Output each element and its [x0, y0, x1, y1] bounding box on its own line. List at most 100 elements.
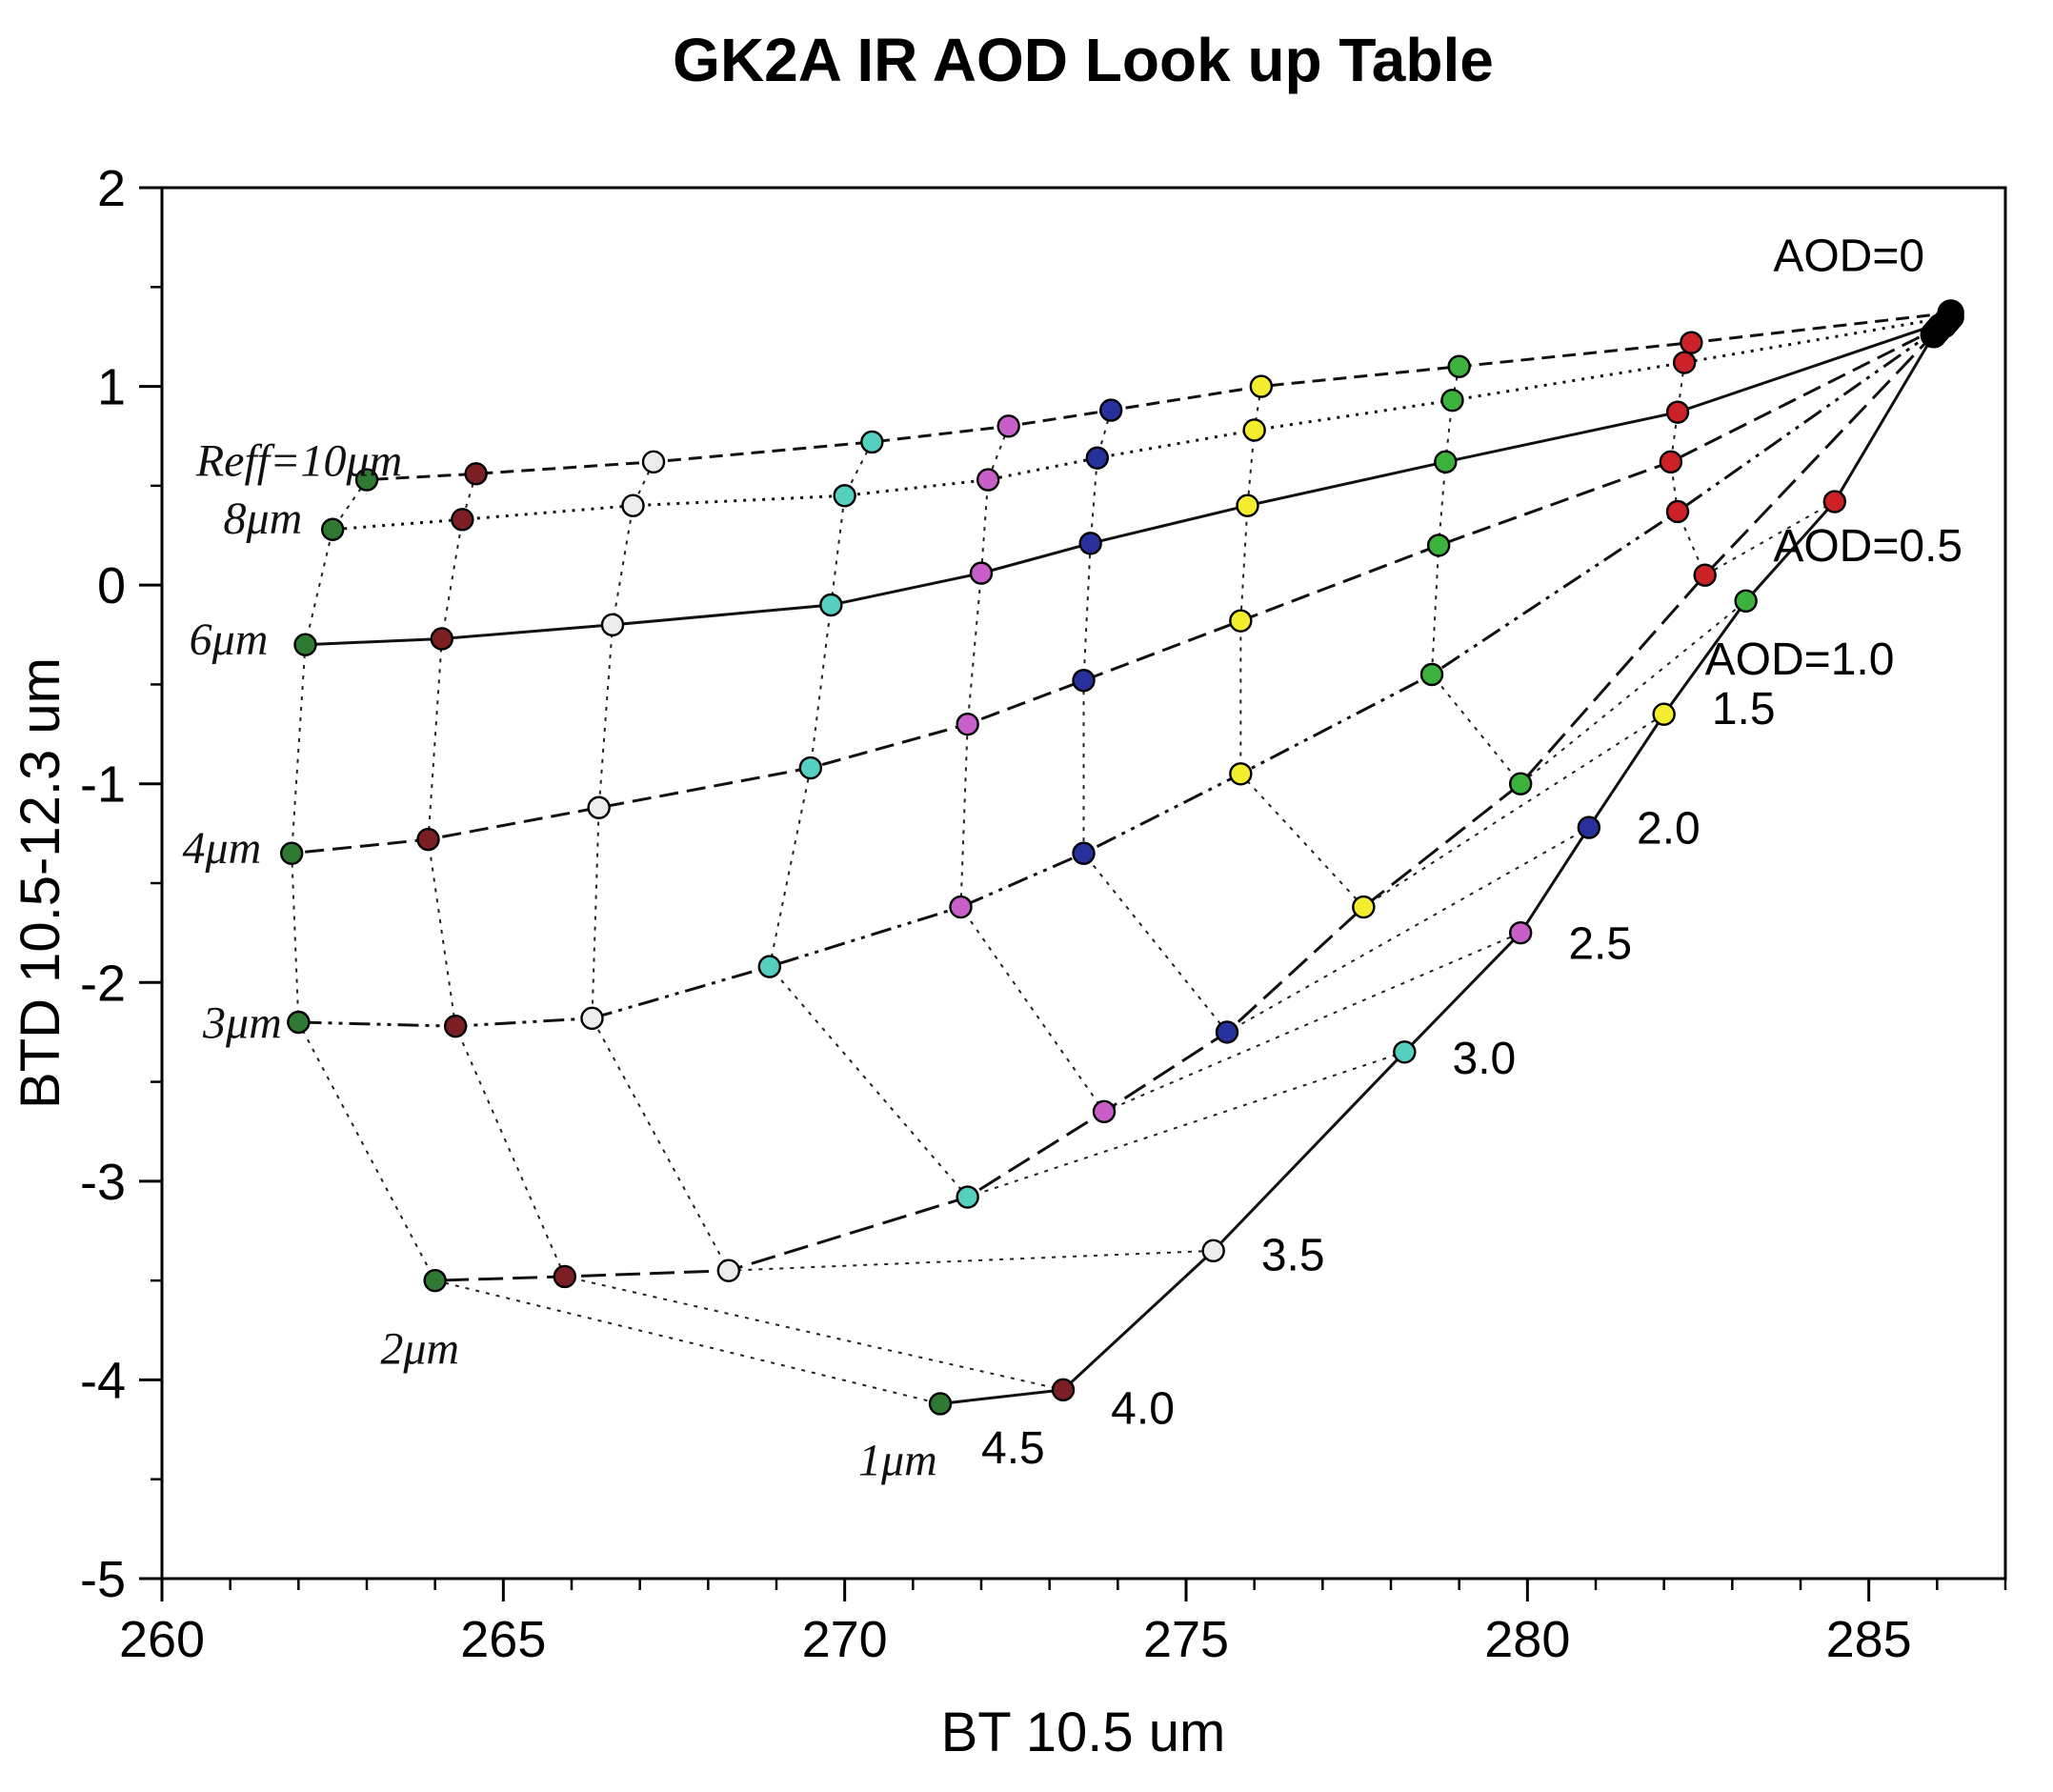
x-tick-label: 265	[460, 1611, 546, 1668]
data-point-reff-3-aod-3.5	[580, 1006, 604, 1031]
data-point-reff-6-aod-1	[1434, 450, 1458, 474]
data-point-reff-2-aod-2	[1215, 1020, 1239, 1044]
y-tick-label: -3	[80, 1154, 126, 1211]
reff-label-2-m: 2μm	[380, 1324, 459, 1375]
data-point-reff-1-aod-4	[1051, 1378, 1076, 1402]
data-point-reff-8-aod-4.5	[320, 517, 345, 541]
aod-label-2.5: 2.5	[1568, 918, 1632, 969]
data-point-reff-6-aod-3.5	[600, 613, 625, 637]
data-point-reff-2-aod-0.5	[1693, 563, 1717, 587]
data-point-reff-6-aod-4	[430, 627, 454, 651]
data-point-reff-2-aod-4	[553, 1264, 577, 1289]
data-point-reff-4-aod-3.5	[587, 795, 611, 819]
aod-label-4.5: 4.5	[981, 1423, 1045, 1474]
data-point-reff-4-aod-2	[1072, 669, 1096, 693]
data-point-reff-10-aod-0.5	[1680, 331, 1703, 354]
data-point-reff-3-aod-2.5	[949, 895, 973, 919]
data-point-reff-3-aod-2	[1072, 841, 1096, 865]
data-point-reff-4-aod-2.5	[956, 712, 979, 736]
x-tick-label: 280	[1484, 1611, 1570, 1668]
data-point-reff-10-aod-2.5	[996, 414, 1020, 438]
data-point-reff-3-aod-1.5	[1229, 762, 1253, 786]
data-point-reff-3-aod-4.5	[287, 1010, 311, 1035]
data-point-reff-4-aod-4	[416, 827, 440, 852]
data-point-reff-2-aod-3	[956, 1185, 979, 1209]
data-point-reff-6-aod-4.5	[293, 633, 317, 656]
data-point-reff-1-aod-3.5	[1201, 1238, 1225, 1263]
data-point-reff-1-aod-0.5	[1822, 490, 1847, 513]
aod-chain-3	[768, 441, 1405, 1198]
data-point-reff-2-aod-3.5	[716, 1258, 741, 1282]
data-point-reff-8-aod-2.5	[976, 468, 1000, 492]
data-point-reff-4-aod-4.5	[279, 841, 304, 865]
data-point-reff-10-aod-1	[1447, 354, 1471, 378]
reff-curve-reff-1	[939, 333, 1936, 1405]
reff-curve-reff-4	[292, 323, 1945, 856]
data-point-reff-8-aod-3.5	[621, 493, 645, 517]
aod-label-aod-1.0: AOD=1.0	[1705, 634, 1895, 685]
reff-curve-reff-3	[298, 325, 1942, 1028]
aod-label-aod-0: AOD=0	[1773, 232, 1924, 282]
data-point-reff-6-aod-0.5	[1665, 400, 1690, 424]
reff-label-8-m: 8μm	[224, 493, 303, 544]
y-tick-label: -5	[80, 1551, 126, 1608]
data-point-reff-10-aod-1.5	[1249, 374, 1274, 398]
data-point-reff-6-aod-3	[819, 593, 843, 617]
data-point-reff-1-aod-3	[1393, 1040, 1417, 1064]
aod-label-1.5: 1.5	[1712, 684, 1776, 735]
data-point-reff-3-aod-4	[443, 1014, 468, 1038]
data-point-reff-8-aod-1	[1440, 388, 1464, 413]
data-point-reff-1-aod-1	[1734, 589, 1758, 614]
data-point-reff-2-aod-2.5	[1092, 1099, 1117, 1124]
data-point-reff-10-aod-4.5	[354, 468, 379, 492]
reff-label-reff-10-m: Reff=10μm	[195, 435, 402, 486]
data-point-reff-3-aod-0.5	[1665, 499, 1690, 524]
data-point-reff-4-aod-1.5	[1229, 609, 1253, 633]
reff-curve-reff-10	[366, 311, 1951, 482]
reff-label-6-m: 6μm	[190, 614, 269, 665]
data-point-reff-1-aod-4.5	[928, 1392, 953, 1416]
aod-label-2.0: 2.0	[1637, 803, 1701, 854]
y-tick-label: -4	[80, 1352, 126, 1409]
data-point-reff-8-aod-0.5	[1672, 351, 1697, 374]
reff-label-1-m: 1μm	[858, 1436, 937, 1486]
data-point-reff-2-aod-4.5	[423, 1268, 447, 1293]
y-tick-label: 1	[97, 359, 126, 416]
data-point-reff-1-aod-2.5	[1508, 920, 1533, 945]
data-point-reff-6-aod-2	[1078, 532, 1102, 555]
reff-curve-reff-8	[332, 315, 1951, 532]
data-point-reff-1-aod-1.5	[1652, 702, 1676, 726]
data-point-reff-4-aod-0.5	[1659, 450, 1683, 474]
data-point-reff-8-aod-1.5	[1242, 418, 1266, 442]
aod-chain-4	[427, 473, 1064, 1391]
data-point-reff-3-aod-3	[757, 955, 782, 978]
data-point-reff-3-aod-1	[1419, 662, 1444, 687]
y-tick-label: -1	[80, 756, 126, 814]
data-point-reff-6-aod-2.5	[969, 561, 994, 585]
data-point-reff-2-aod-1.5	[1352, 895, 1376, 919]
y-tick-label: 2	[97, 160, 126, 217]
x-axis-label: BT 10.5 um	[941, 1701, 1226, 1763]
y-tick-label: 0	[97, 557, 126, 614]
data-point-reff-8-aod-3	[833, 484, 856, 508]
x-tick-label: 285	[1826, 1611, 1912, 1668]
data-point-reff-1-aod-0	[1920, 321, 1947, 349]
data-point-reff-4-aod-1	[1426, 534, 1451, 557]
plot-area: 260 265 270 275 280 285 2 1 0 -1 -2 -3 -4 -5 AOD=0 AOD=…	[80, 160, 2007, 1668]
reff-label-3-m: 3μm	[202, 998, 282, 1049]
aod-label-4.0: 4.0	[1111, 1383, 1175, 1434]
data-point-reff-2-aod-1	[1508, 772, 1533, 795]
chart-title: GK2A IR AOD Look up Table	[673, 26, 1494, 94]
data-point-reff-6-aod-1.5	[1236, 493, 1259, 517]
y-axis-label: BTD 10.5-12.3 um	[10, 657, 71, 1109]
data-point-reff-1-aod-2	[1577, 815, 1601, 839]
data-point-reff-10-aod-3.5	[641, 450, 666, 474]
aod-label-aod-0.5: AOD=0.5	[1773, 521, 1962, 572]
x-tick-label: 260	[119, 1611, 205, 1668]
reff-curve-reff-2	[434, 330, 1939, 1282]
data-point-reff-4-aod-3	[798, 755, 823, 780]
aod-chain-3.5	[591, 461, 1214, 1272]
aod-label-3.0: 3.0	[1453, 1034, 1517, 1084]
